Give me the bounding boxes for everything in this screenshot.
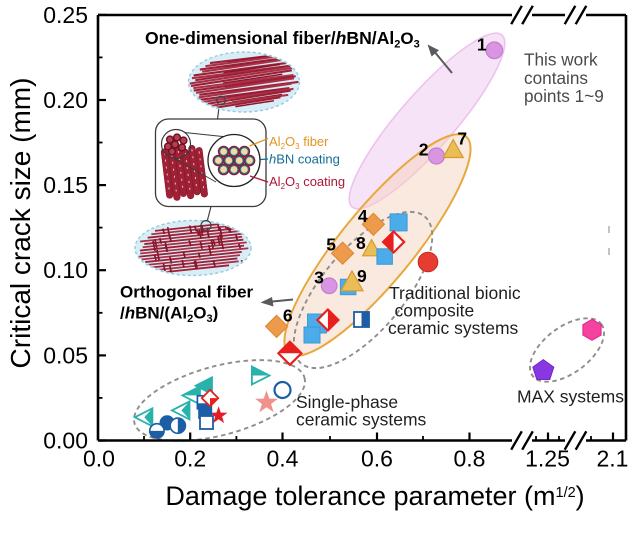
svg-text:contains: contains — [524, 68, 588, 88]
svg-text:3: 3 — [314, 268, 324, 288]
svg-text:ceramic systems: ceramic systems — [388, 318, 519, 338]
svg-text:Al2O3 fiber: Al2O3 fiber — [269, 134, 329, 151]
svg-text:1.25: 1.25 — [525, 446, 570, 472]
svg-text:ceramic systems: ceramic systems — [296, 409, 427, 429]
svg-text:0.10: 0.10 — [43, 257, 88, 283]
svg-text:0.05: 0.05 — [43, 342, 88, 368]
svg-text:MAX systems: MAX systems — [517, 386, 624, 406]
svg-text:0.8: 0.8 — [454, 446, 486, 472]
svg-text:5: 5 — [326, 235, 336, 255]
svg-text:0.0: 0.0 — [83, 446, 115, 472]
svg-text:Al2O3 coating: Al2O3 coating — [269, 174, 345, 191]
svg-text:Damage tolerance parameter (m1: Damage tolerance parameter (m1/2) — [165, 481, 584, 511]
svg-text:7: 7 — [457, 128, 467, 148]
svg-text:2: 2 — [419, 140, 429, 160]
svg-text:9: 9 — [357, 266, 367, 286]
svg-text:4: 4 — [358, 206, 368, 226]
svg-text:0.2: 0.2 — [174, 446, 206, 472]
svg-text:0.15: 0.15 — [43, 172, 88, 198]
svg-text:0.00: 0.00 — [43, 427, 88, 453]
svg-text:points 1~9: points 1~9 — [524, 86, 604, 106]
svg-text:2.1: 2.1 — [597, 446, 629, 472]
svg-text:8: 8 — [356, 233, 366, 253]
svg-text:6: 6 — [283, 305, 293, 325]
svg-text:Single-phase: Single-phase — [296, 392, 398, 412]
svg-text:0.4: 0.4 — [267, 446, 299, 472]
svg-text:composite: composite — [395, 300, 475, 320]
svg-text:0.20: 0.20 — [43, 87, 88, 113]
svg-text:Traditional bionic: Traditional bionic — [389, 283, 521, 303]
svg-text:hBN coating: hBN coating — [269, 152, 340, 167]
svg-text:0.6: 0.6 — [361, 446, 393, 472]
svg-text:One-dimensional fiber/hBN/Al2O: One-dimensional fiber/hBN/Al2O3 — [145, 28, 420, 51]
svg-text:1: 1 — [477, 34, 487, 54]
svg-text:Orthogonal fiber: Orthogonal fiber — [120, 283, 254, 302]
svg-text:0.25: 0.25 — [43, 2, 88, 28]
svg-text:This work: This work — [524, 50, 598, 70]
svg-text:Critical crack size (mm): Critical crack size (mm) — [5, 78, 36, 369]
svg-text:/hBN/(Al2O3): /hBN/(Al2O3) — [120, 304, 218, 326]
